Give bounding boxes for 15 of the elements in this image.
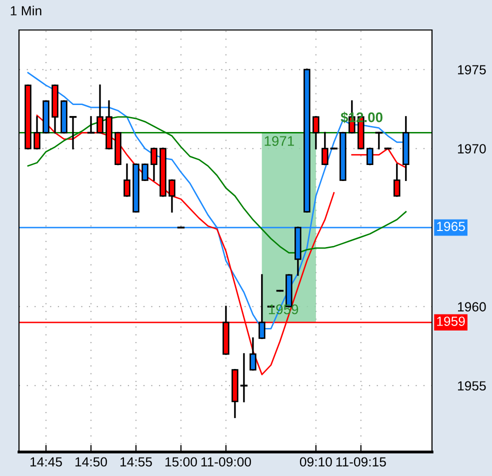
x-tick-label: 11-09:00	[201, 457, 251, 467]
y-tick-label: 1960	[458, 302, 486, 312]
x-tick-label: 14:50	[75, 457, 107, 467]
x-tick-label: 14:55	[120, 457, 152, 467]
y-tick-label: 1975	[458, 65, 486, 74]
ref-line-label: 1965	[437, 222, 465, 232]
chart-title: 1 Min	[10, 6, 42, 16]
ref-line-label: 1959	[437, 316, 465, 326]
x-tick-label: 14:45	[30, 457, 62, 467]
annotation: 1971	[264, 136, 294, 146]
y-tick-label: 1970	[458, 144, 486, 154]
y-tick-label: 1955	[458, 381, 486, 391]
x-tick-label: 09:10	[300, 457, 332, 467]
x-tick-label: 11-09:15	[336, 457, 386, 467]
x-tick-label: 15:00	[165, 457, 197, 467]
